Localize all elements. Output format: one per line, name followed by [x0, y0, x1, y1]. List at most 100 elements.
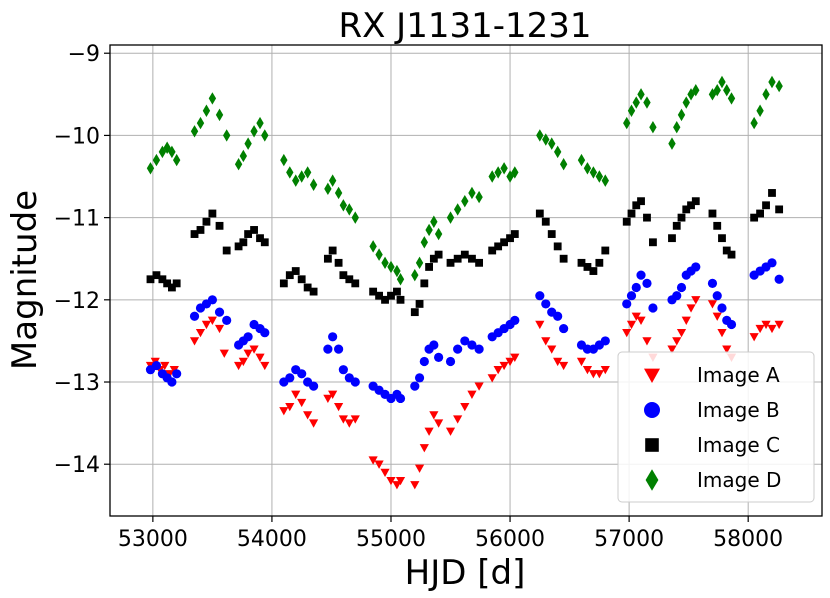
data-point — [334, 402, 344, 412]
data-point — [395, 393, 406, 404]
plot-frame — [109, 44, 823, 517]
data-point — [642, 337, 652, 346]
data-point — [260, 361, 270, 371]
data-point — [214, 307, 225, 317]
legend-marker — [644, 402, 660, 418]
data-point — [767, 258, 777, 268]
data-point — [692, 83, 700, 97]
data-point — [475, 190, 483, 204]
y-tick-label: −10 — [54, 124, 100, 149]
data-point — [429, 340, 439, 350]
series-image-d — [146, 75, 783, 286]
data-point — [582, 366, 593, 375]
y-tick-label: −14 — [54, 453, 100, 478]
data-point — [506, 170, 514, 183]
data-point — [368, 456, 378, 465]
data-point — [158, 275, 167, 284]
data-point — [410, 381, 420, 391]
data-point — [672, 221, 681, 230]
data-point — [420, 279, 429, 288]
data-point — [196, 116, 205, 130]
data-point — [673, 120, 681, 134]
data-point — [190, 125, 199, 138]
data-point — [636, 270, 646, 280]
data-point — [419, 356, 429, 367]
data-point — [762, 201, 770, 210]
data-point — [208, 209, 217, 218]
data-point — [460, 402, 470, 412]
data-point — [717, 329, 727, 338]
data-point — [369, 240, 377, 253]
data-point — [505, 357, 515, 367]
data-point — [446, 211, 455, 224]
data-point — [351, 279, 360, 288]
data-point — [682, 96, 690, 109]
data-point — [303, 166, 312, 179]
data-point — [577, 258, 586, 267]
data-point — [493, 366, 503, 375]
data-point — [667, 345, 677, 354]
data-point — [222, 315, 232, 325]
data-point — [500, 238, 509, 247]
data-point — [768, 75, 776, 89]
data-point — [350, 377, 360, 387]
data-point — [707, 278, 718, 288]
data-point — [707, 300, 718, 309]
data-point — [202, 217, 211, 226]
data-point — [167, 377, 177, 387]
data-point — [395, 476, 406, 486]
data-point — [691, 262, 701, 272]
data-point — [536, 129, 544, 142]
data-point — [429, 411, 439, 420]
x-axis-title: HJD [d] — [405, 553, 526, 593]
data-point — [244, 230, 253, 238]
data-point — [749, 333, 759, 342]
data-point — [208, 92, 217, 105]
data-point — [494, 166, 502, 179]
data-point — [303, 283, 312, 292]
x-tick-label: 54000 — [237, 527, 307, 552]
data-point — [285, 373, 295, 383]
y-tick-label: −13 — [54, 371, 100, 396]
legend: Image A Image B Image C Image D — [617, 351, 815, 503]
data-point — [163, 279, 172, 288]
axis-ticks: 53000 54000 55000 56000 57000 58000 −9 −10 −11 −1… — [54, 42, 784, 552]
data-point — [691, 197, 700, 206]
data-point — [712, 312, 722, 321]
data-point — [233, 361, 244, 371]
y-tick-label: −9 — [68, 42, 100, 67]
data-point — [642, 278, 652, 288]
data-point — [420, 236, 429, 249]
data-point — [152, 271, 161, 280]
data-point — [762, 88, 770, 101]
data-point — [234, 157, 243, 171]
data-point — [328, 390, 338, 399]
data-point — [453, 254, 462, 263]
data-point — [445, 427, 456, 436]
data-point — [146, 275, 155, 284]
x-tick-label: 57000 — [594, 527, 664, 552]
data-point — [668, 234, 676, 243]
data-point — [219, 349, 229, 358]
data-point — [722, 246, 731, 255]
chart-title: RX J1131-1231 — [338, 6, 591, 46]
data-point — [238, 357, 248, 367]
data-point — [285, 271, 294, 280]
data-point — [386, 476, 396, 486]
data-point — [632, 96, 640, 109]
data-point — [396, 273, 405, 286]
data-point — [768, 189, 776, 197]
data-point — [151, 360, 162, 371]
x-tick-label: 55000 — [356, 527, 426, 552]
data-point — [297, 369, 307, 379]
data-point — [419, 444, 429, 453]
data-point — [474, 344, 484, 354]
data-point — [323, 344, 333, 354]
data-point — [682, 205, 691, 214]
data-point — [243, 332, 253, 342]
data-point — [626, 320, 637, 330]
data-point — [168, 283, 176, 292]
data-point — [446, 258, 455, 267]
data-point — [461, 194, 469, 208]
data-point — [393, 264, 401, 278]
